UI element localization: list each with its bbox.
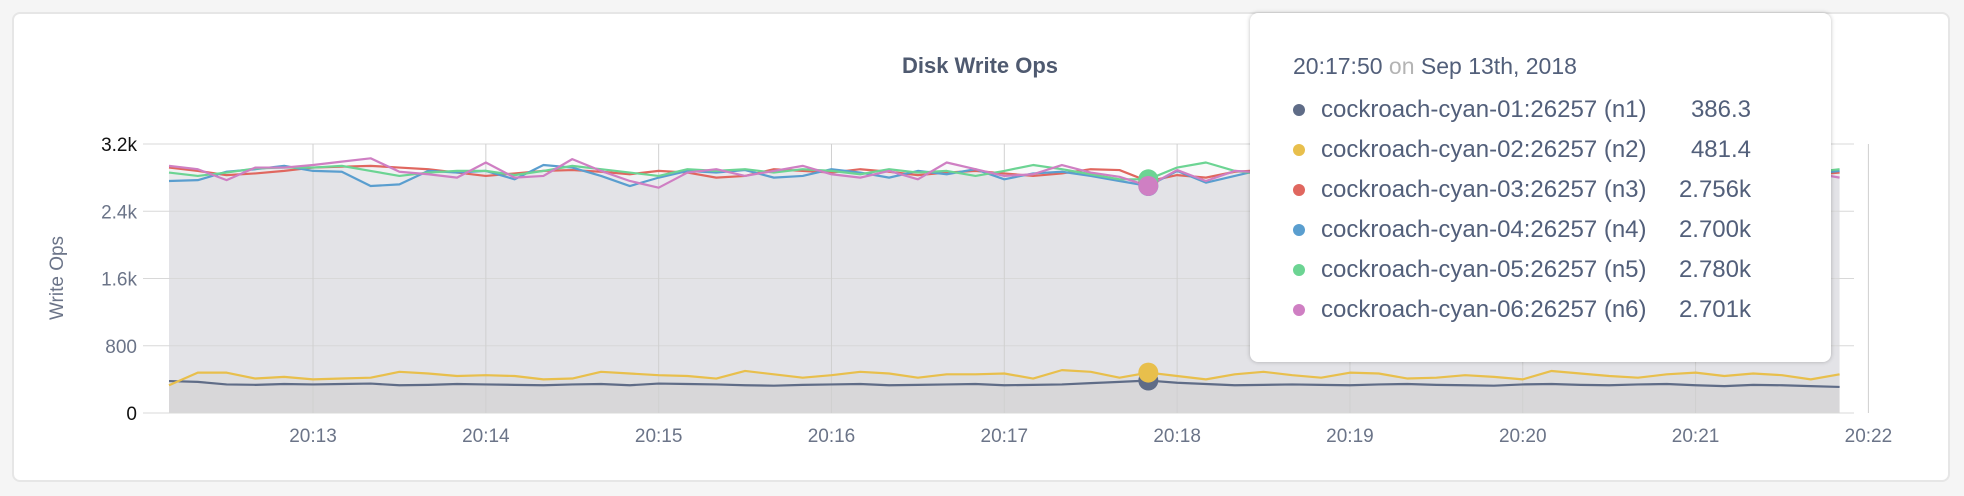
x-tick-label: 20:20 [1499, 426, 1547, 447]
tooltip-series-value: 481.4 [1690, 136, 1751, 163]
tooltip-row: cockroach-cyan-03:26257 (n3) 2.756k [1293, 170, 1831, 210]
tooltip-series-name: cockroach-cyan-04:26257 (n4) [1321, 216, 1647, 243]
hover-point [1138, 175, 1159, 196]
tooltip-row: cockroach-cyan-06:26257 (n6) 2.701k [1293, 290, 1831, 330]
x-tick-label: 20:19 [1326, 426, 1374, 447]
tooltip-series-name: cockroach-cyan-01:26257 (n1) [1321, 96, 1647, 123]
tooltip-series-value: 2.700k [1678, 216, 1751, 243]
y-tick-label: 0 [126, 404, 137, 425]
series-dot-icon [1293, 184, 1305, 196]
series-line [168, 379, 1840, 389]
series-line [168, 369, 1840, 387]
tooltip-row: cockroach-cyan-01:26257 (n1) 386.3 [1293, 90, 1831, 130]
tooltip-series-name: cockroach-cyan-06:26257 (n6) [1321, 296, 1647, 323]
series-dot-icon [1293, 264, 1305, 276]
tooltip-on: on [1388, 53, 1415, 79]
x-tick-label: 20:16 [808, 426, 856, 447]
x-tick-label: 20:21 [1672, 426, 1720, 447]
series-dot-icon [1293, 224, 1305, 236]
x-tick-label: 20:18 [1153, 426, 1201, 447]
y-tick-label: 3.2k [101, 135, 137, 156]
chart-title: Disk Write Ops [902, 53, 1058, 78]
tooltip-row: cockroach-cyan-04:26257 (n4) 2.700k [1293, 210, 1831, 250]
x-tick-label: 20:14 [462, 426, 510, 447]
tooltip-series-name: cockroach-cyan-05:26257 (n5) [1321, 256, 1647, 283]
x-tick-label: 20:17 [981, 426, 1029, 447]
tooltip-series-name: cockroach-cyan-02:26257 (n2) [1321, 136, 1647, 163]
hover-point [1138, 362, 1159, 383]
series-dot-icon [1293, 144, 1305, 156]
x-tick-label: 20:13 [289, 426, 337, 447]
tooltip-series-value: 2.780k [1678, 256, 1751, 283]
tooltip-series-value: 2.701k [1678, 296, 1751, 323]
tooltip-series-name: cockroach-cyan-03:26257 (n3) [1321, 176, 1647, 203]
tooltip-series-value: 386.3 [1690, 96, 1751, 123]
y-tick-label: 2.4k [101, 202, 137, 223]
tooltip-series-value: 2.756k [1678, 176, 1751, 203]
x-tick-label: 20:15 [635, 426, 683, 447]
tooltip-row: cockroach-cyan-02:26257 (n2) 481.4 [1293, 130, 1831, 170]
series-dot-icon [1293, 304, 1305, 316]
series-dot-icon [1293, 104, 1305, 116]
tooltip-title: 20:17:50 on Sep 13th, 2018 [1293, 53, 1831, 80]
tooltip-time: 20:17:50 [1293, 53, 1383, 79]
y-tick-label: 1.6k [101, 270, 137, 291]
tooltip-date: Sep 13th, 2018 [1420, 53, 1577, 79]
x-tick-label: 20:22 [1845, 426, 1893, 447]
chart-tooltip: 20:17:50 on Sep 13th, 2018 cockroach-cya… [1250, 13, 1831, 362]
tooltip-row: cockroach-cyan-05:26257 (n5) 2.780k [1293, 250, 1831, 290]
y-tick-label: 800 [105, 337, 137, 358]
y-axis-label: Write Ops [47, 236, 68, 320]
